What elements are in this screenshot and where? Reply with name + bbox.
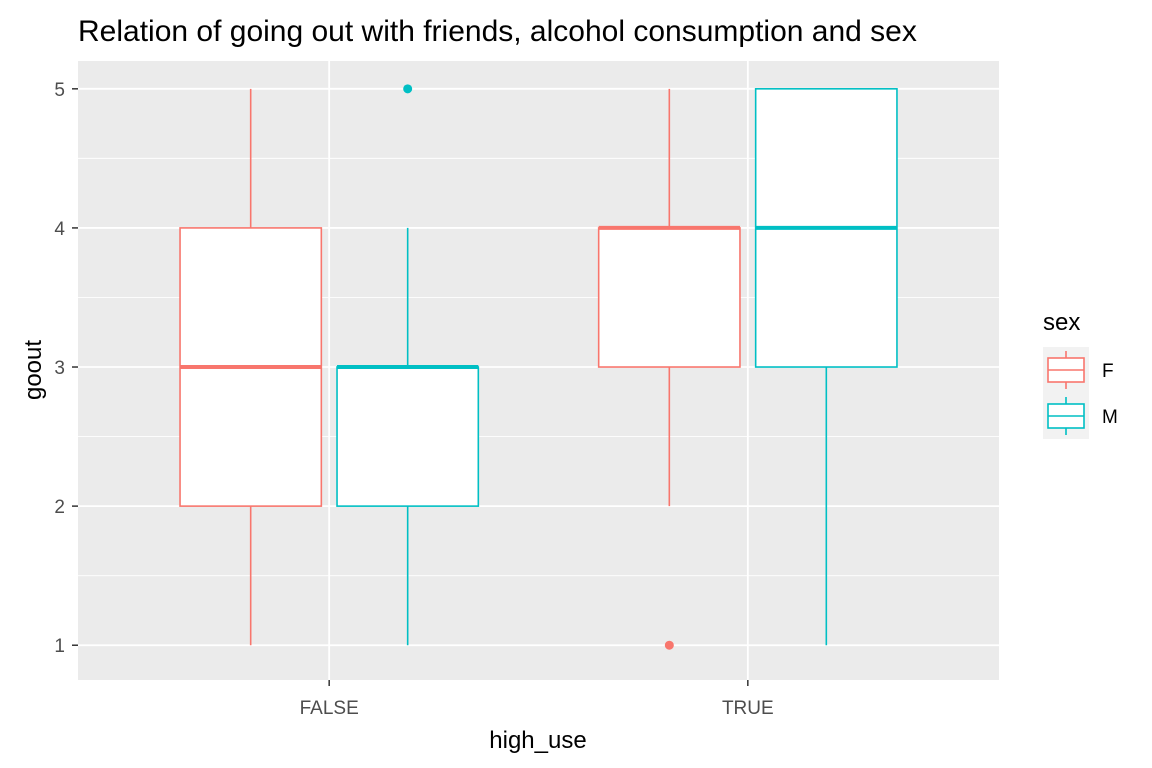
box-M-FALSE: [336, 84, 480, 646]
legend-label: M: [1102, 407, 1118, 428]
y-tick-label: 1: [54, 636, 65, 657]
box-F-FALSE: [179, 88, 323, 646]
box-layer: [179, 84, 898, 650]
outlier-point: [664, 640, 674, 650]
box-F-TRUE: [597, 88, 741, 650]
legend-item-F: F: [1043, 347, 1114, 393]
x-tick-label: FALSE: [300, 698, 359, 719]
legend-title: sex: [1043, 309, 1080, 336]
y-tick-label: 3: [54, 358, 65, 379]
y-tick-label: 4: [54, 219, 65, 240]
y-axis-title: goout: [20, 340, 47, 400]
x-tick-label: TRUE: [722, 698, 774, 719]
legend-label: F: [1102, 361, 1114, 382]
y-tick-label: 5: [54, 80, 65, 101]
box-iqr: [336, 366, 480, 507]
chart-title: Relation of going out with friends, alco…: [78, 15, 917, 48]
outlier-point: [403, 84, 413, 94]
y-tick-label: 2: [54, 497, 65, 518]
box-iqr: [597, 227, 741, 368]
box-M-TRUE: [754, 88, 898, 646]
legend-item-M: M: [1043, 393, 1118, 439]
x-axis-title: high_use: [489, 727, 586, 754]
axis-layer: 1 2 3 4 5 FALSE TRUE: [54, 80, 773, 719]
legend: sex F M: [1043, 309, 1118, 439]
